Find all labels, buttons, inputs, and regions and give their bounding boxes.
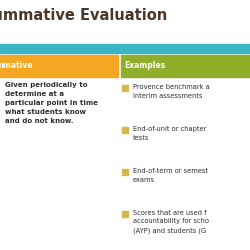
- Text: End-of-unit or chapter
tests: End-of-unit or chapter tests: [133, 126, 206, 140]
- Bar: [121, 55, 250, 77]
- Text: Provence benchmark a
interim assessments: Provence benchmark a interim assessments: [133, 84, 210, 98]
- Bar: [0, 55, 118, 77]
- Bar: [122, 211, 128, 217]
- Text: Summative Evaluation: Summative Evaluation: [0, 8, 167, 23]
- Bar: [122, 169, 128, 175]
- Text: mmative: mmative: [0, 62, 32, 70]
- Text: Given periodically to
determine at a
particular point in time
what students know: Given periodically to determine at a par…: [5, 82, 98, 124]
- Bar: [122, 127, 128, 133]
- Bar: [122, 85, 128, 91]
- Text: Scores that are used f
accountability for scho
(AYP) and students (G: Scores that are used f accountability fo…: [133, 210, 209, 234]
- Text: End-of-term or semest
exams: End-of-term or semest exams: [133, 168, 208, 182]
- Text: Examples: Examples: [124, 62, 165, 70]
- Bar: [0, 44, 250, 53]
